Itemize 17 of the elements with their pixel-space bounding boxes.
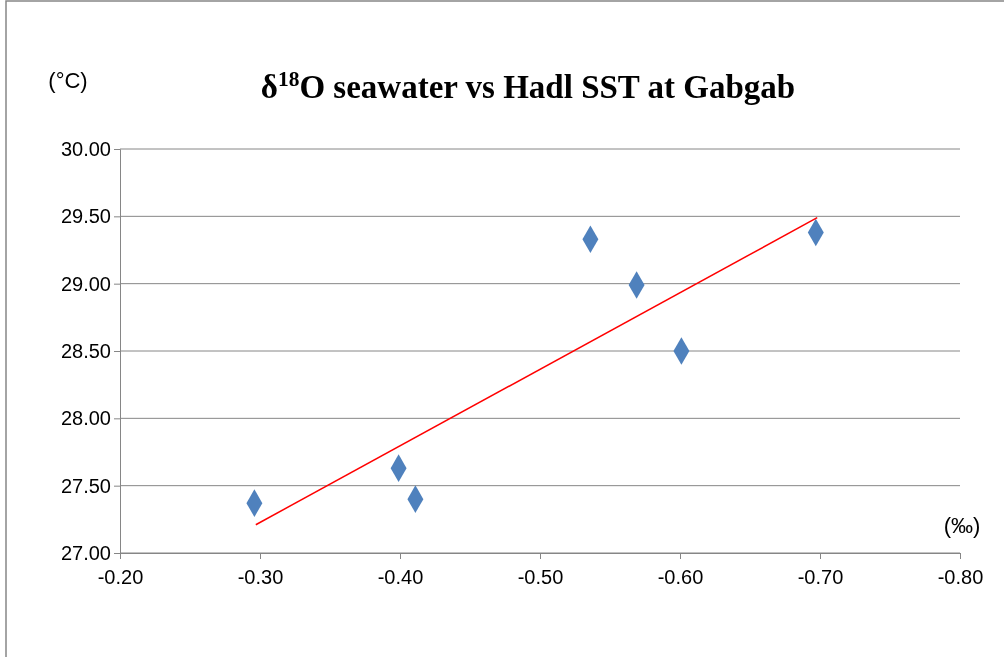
chart-title: δ$^{18}$O seawater vs Hadl SST at Gabgab xyxy=(260,67,796,105)
x-tick-label: -0.70 xyxy=(797,566,844,588)
y-tick-label: 27.00 xyxy=(60,541,111,564)
y-tick-label: 27.50 xyxy=(60,474,111,497)
y-tick-label: 29.00 xyxy=(60,272,111,295)
x-tick-label: -0.80 xyxy=(937,566,984,588)
y-tick-label: 28.00 xyxy=(60,407,111,430)
x-tick-label: -0.20 xyxy=(97,566,144,588)
y-tick-label: 30.00 xyxy=(60,137,111,160)
y-tick-label: 29.50 xyxy=(60,205,111,228)
x-tick-label: -0.40 xyxy=(377,566,424,588)
y-axis-title: (°C) xyxy=(48,68,88,93)
x-axis-title: (‰) xyxy=(943,513,981,538)
x-tick-label: -0.50 xyxy=(517,566,564,588)
y-tick-label: 28.50 xyxy=(60,339,111,362)
x-tick-label: -0.30 xyxy=(237,566,284,588)
x-tick-label: -0.60 xyxy=(657,566,704,588)
